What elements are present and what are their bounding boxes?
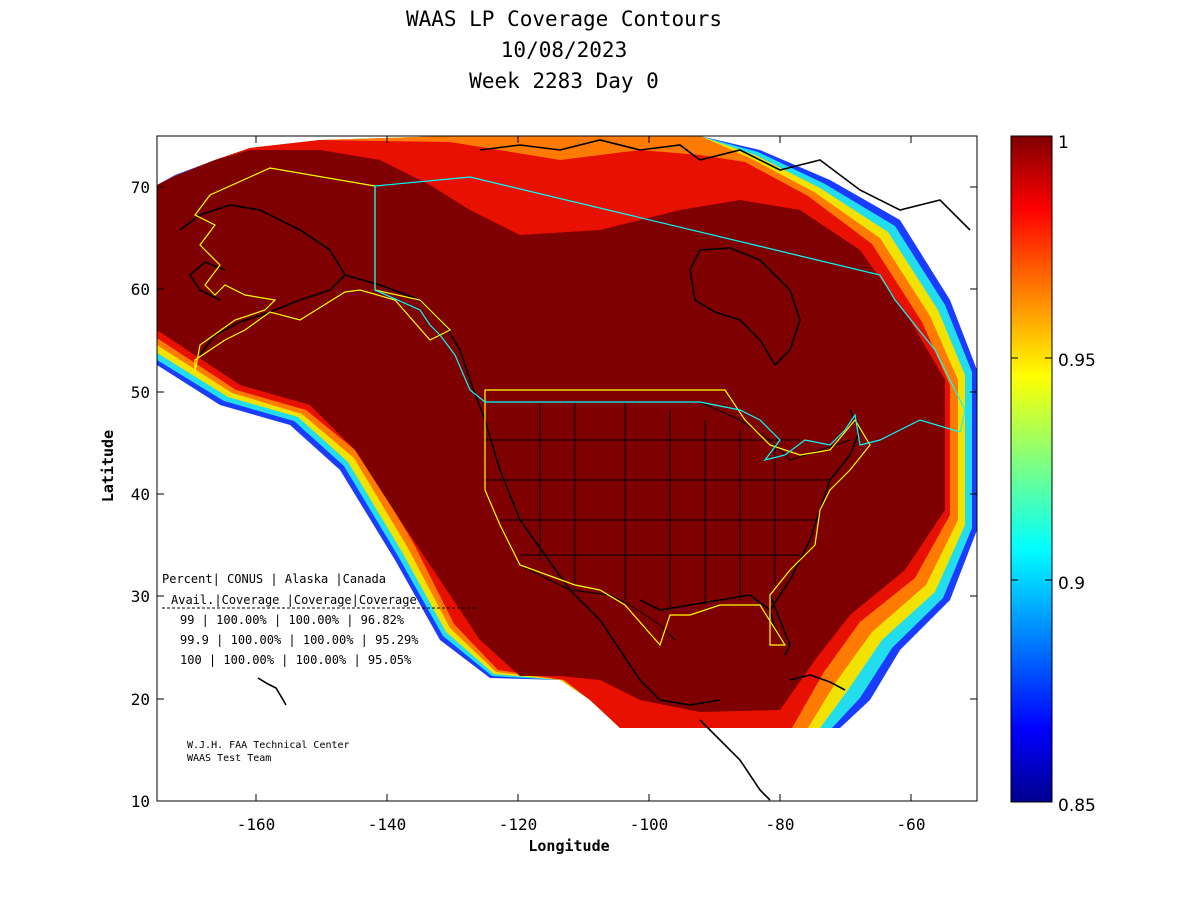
state-lines-horizontal <box>485 439 830 556</box>
atlantic-coast <box>769 409 861 646</box>
y-tick-marks <box>157 186 977 802</box>
service-regions <box>194 167 966 647</box>
x-tick-label: -120 <box>499 815 538 834</box>
colorbar <box>1010 135 1053 803</box>
table-row: 100 | 100.00% | 100.00% | 95.05% <box>180 653 412 667</box>
y-tick-label: 20 <box>131 690 150 709</box>
table-row: 99 | 100.00% | 100.00% | 96.82% <box>180 613 405 627</box>
conus-boundary <box>484 389 871 647</box>
central-america <box>699 719 771 801</box>
colorbar-tick-label: 0.9 <box>1058 574 1085 594</box>
chart-title: WAAS LP Coverage Contours <box>405 7 723 31</box>
x-tick-label: -60 <box>897 815 926 834</box>
x-tick-label: -140 <box>368 815 407 834</box>
coverage-table: Percent| CONUS | Alaska |Canada Avail.|C… <box>162 572 477 667</box>
x-tick-label: -100 <box>630 815 669 834</box>
arctic-islands <box>479 139 971 231</box>
table-row: 99.9 | 100.00% | 100.00% | 95.29% <box>180 633 419 647</box>
x-axis-label: Longitude <box>528 837 609 855</box>
coverage-field <box>157 136 977 728</box>
hudson-bay <box>689 247 801 367</box>
x-tick-label: -160 <box>237 815 276 834</box>
y-tick-label: 10 <box>131 792 150 811</box>
table-header-row2: Avail.|Coverage |Coverage|Coverage <box>171 593 417 607</box>
cuba <box>789 674 846 691</box>
y-tick-label: 30 <box>131 587 150 606</box>
alaska-boundary <box>194 167 452 373</box>
x-tick-label: -80 <box>766 815 795 834</box>
hawaii <box>257 677 287 706</box>
chart-week-day: Week 2283 Day 0 <box>469 69 659 93</box>
y-tick-label: 50 <box>131 383 150 402</box>
y-axis-label: Latitude <box>99 430 117 502</box>
x-tick-marks <box>255 136 912 801</box>
colorbar-tick-marks <box>1011 357 1052 581</box>
credit-line1: W.J.H. FAA Technical Center <box>187 740 350 751</box>
plot-frame <box>156 135 978 802</box>
canada-boundary <box>374 176 966 461</box>
us-mexico-border <box>519 564 676 641</box>
state-lines-vertical <box>539 402 776 610</box>
y-tick-label: 60 <box>131 280 150 299</box>
y-tick-label: 40 <box>131 485 150 504</box>
table-header-row1: Percent| CONUS | Alaska |Canada <box>162 572 386 586</box>
florida <box>769 594 791 656</box>
colorbar-tick-label: 0.95 <box>1058 351 1096 371</box>
y-tick-label: 70 <box>131 178 150 197</box>
colorbar-tick-label: 0.85 <box>1058 796 1096 816</box>
chart-date: 10/08/2023 <box>500 38 628 62</box>
credit-line2: WAAS Test Team <box>187 753 271 764</box>
coverage-core <box>157 150 945 712</box>
colorbar-tick-label: 1 <box>1058 133 1069 153</box>
